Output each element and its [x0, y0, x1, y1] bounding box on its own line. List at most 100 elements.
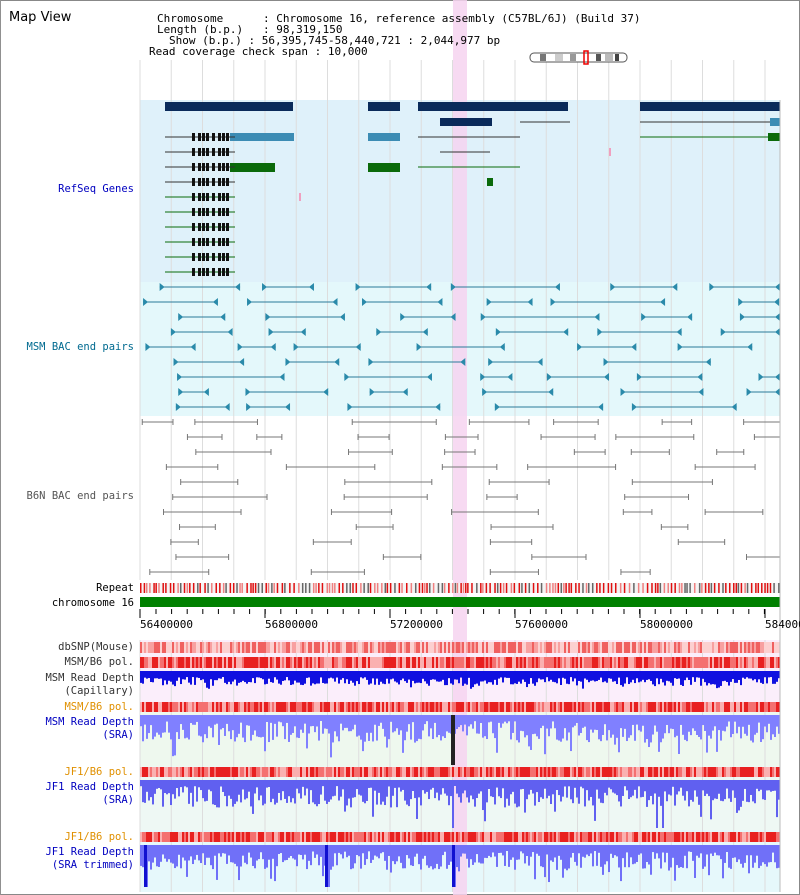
- polymorphism-mark: [632, 642, 634, 653]
- polymorphism-mark: [728, 767, 730, 777]
- polymorphism-mark: [278, 657, 280, 668]
- polymorphism-mark: [772, 767, 774, 777]
- polymorphism-mark: [164, 702, 166, 712]
- polymorphism-mark: [504, 832, 506, 842]
- repeat-mark: [437, 583, 440, 593]
- polymorphism-mark: [464, 702, 466, 712]
- read-depth-bar: [738, 845, 740, 860]
- polymorphism-mark: [572, 767, 574, 777]
- bac-end-marker: [676, 328, 682, 336]
- read-depth-bar: [174, 715, 176, 756]
- gene-exon: [226, 208, 229, 216]
- polymorphism-mark: [388, 767, 390, 777]
- read-depth-bar: [564, 671, 566, 679]
- polymorphism-mark: [356, 642, 358, 653]
- read-depth-bar: [640, 845, 642, 854]
- polymorphism-mark: [492, 657, 494, 668]
- track-label-refseq[interactable]: RefSeq Genes: [58, 183, 134, 195]
- polymorphism-mark: [248, 642, 250, 653]
- read-depth-bar: [588, 845, 590, 857]
- read-depth-bar: [754, 845, 756, 863]
- polymorphism-mark: [502, 657, 504, 668]
- polymorphism-mark: [228, 642, 230, 653]
- repeat-mark: [211, 583, 213, 593]
- polymorphism-mark: [408, 657, 410, 668]
- read-depth-bar: [528, 671, 530, 684]
- polymorphism-mark: [362, 767, 364, 777]
- polymorphism-mark: [220, 657, 222, 668]
- polymorphism-mark: [598, 767, 600, 777]
- read-depth-bar: [246, 845, 248, 865]
- polymorphism-mark: [234, 657, 236, 668]
- polymorphism-mark: [606, 642, 608, 653]
- read-depth-bar: [734, 715, 736, 722]
- read-depth-bar: [310, 845, 312, 866]
- read-depth-bar: [778, 715, 780, 734]
- polymorphism-mark: [698, 657, 700, 668]
- read-depth-bar: [188, 845, 190, 861]
- axis-tick-label: 58000000: [640, 618, 693, 631]
- read-depth-bar: [690, 715, 692, 736]
- bac-end-marker: [334, 358, 340, 366]
- repeat-mark: [642, 583, 644, 593]
- polymorphism-mark: [250, 832, 252, 842]
- polymorphism-mark: [564, 642, 566, 653]
- polymorphism-mark: [386, 657, 388, 668]
- polymorphism-mark: [604, 642, 606, 653]
- read-depth-bar: [388, 780, 390, 787]
- repeat-mark: [406, 583, 408, 593]
- polymorphism-mark: [544, 832, 546, 842]
- polymorphism-mark: [168, 832, 170, 842]
- polymorphism-mark: [690, 767, 692, 777]
- read-depth-bar: [396, 671, 398, 683]
- read-depth-bar: [460, 780, 462, 803]
- read-depth-bar: [220, 671, 222, 679]
- read-depth-bar: [314, 715, 316, 733]
- polymorphism-mark: [344, 767, 346, 777]
- repeat-mark: [261, 583, 263, 593]
- polymorphism-mark: [396, 702, 398, 712]
- polymorphism-mark: [388, 832, 390, 842]
- read-depth-bar: [200, 780, 202, 791]
- read-depth-bar: [476, 845, 478, 855]
- read-depth-bar: [508, 780, 510, 806]
- read-depth-bar: [578, 715, 580, 736]
- read-depth-bar: [462, 845, 464, 854]
- polymorphism-mark: [298, 767, 300, 777]
- polymorphism-mark: [732, 767, 734, 777]
- read-depth-bar: [424, 715, 426, 725]
- polymorphism-mark: [350, 767, 352, 777]
- read-depth-bar: [718, 671, 720, 688]
- read-depth-bar: [636, 715, 638, 725]
- repeat-mark: [657, 583, 659, 593]
- read-depth-bar: [702, 845, 704, 869]
- track-label-msm-bac[interactable]: MSM BAC end pairs: [26, 341, 134, 353]
- polymorphism-mark: [428, 642, 430, 653]
- read-depth-bar: [536, 715, 538, 737]
- polymorphism-mark: [400, 767, 402, 777]
- bac-end-marker: [550, 298, 556, 306]
- polymorphism-mark: [650, 657, 652, 668]
- repeat-mark: [398, 583, 401, 593]
- read-depth-bar: [776, 845, 778, 869]
- track-label-b6n-bac[interactable]: B6N BAC end pairs: [26, 490, 134, 502]
- polymorphism-mark: [232, 657, 234, 668]
- bac-end-marker: [687, 313, 693, 321]
- read-depth-bar: [340, 845, 342, 855]
- polymorphism-mark: [342, 702, 344, 712]
- polymorphism-mark: [390, 702, 392, 712]
- repeat-mark: [764, 583, 766, 593]
- polymorphism-mark: [206, 642, 208, 653]
- read-depth-bar: [740, 845, 742, 864]
- polymorphism-mark: [210, 702, 212, 712]
- repeat-mark: [499, 583, 502, 593]
- polymorphism-mark: [686, 767, 688, 777]
- read-depth-bar: [626, 845, 628, 853]
- polymorphism-mark: [518, 657, 520, 668]
- polymorphism-mark: [310, 642, 312, 653]
- repeat-mark: [482, 583, 484, 593]
- polymorphism-mark: [716, 767, 718, 777]
- read-depth-bar: [602, 780, 604, 804]
- read-depth-bar: [340, 780, 342, 797]
